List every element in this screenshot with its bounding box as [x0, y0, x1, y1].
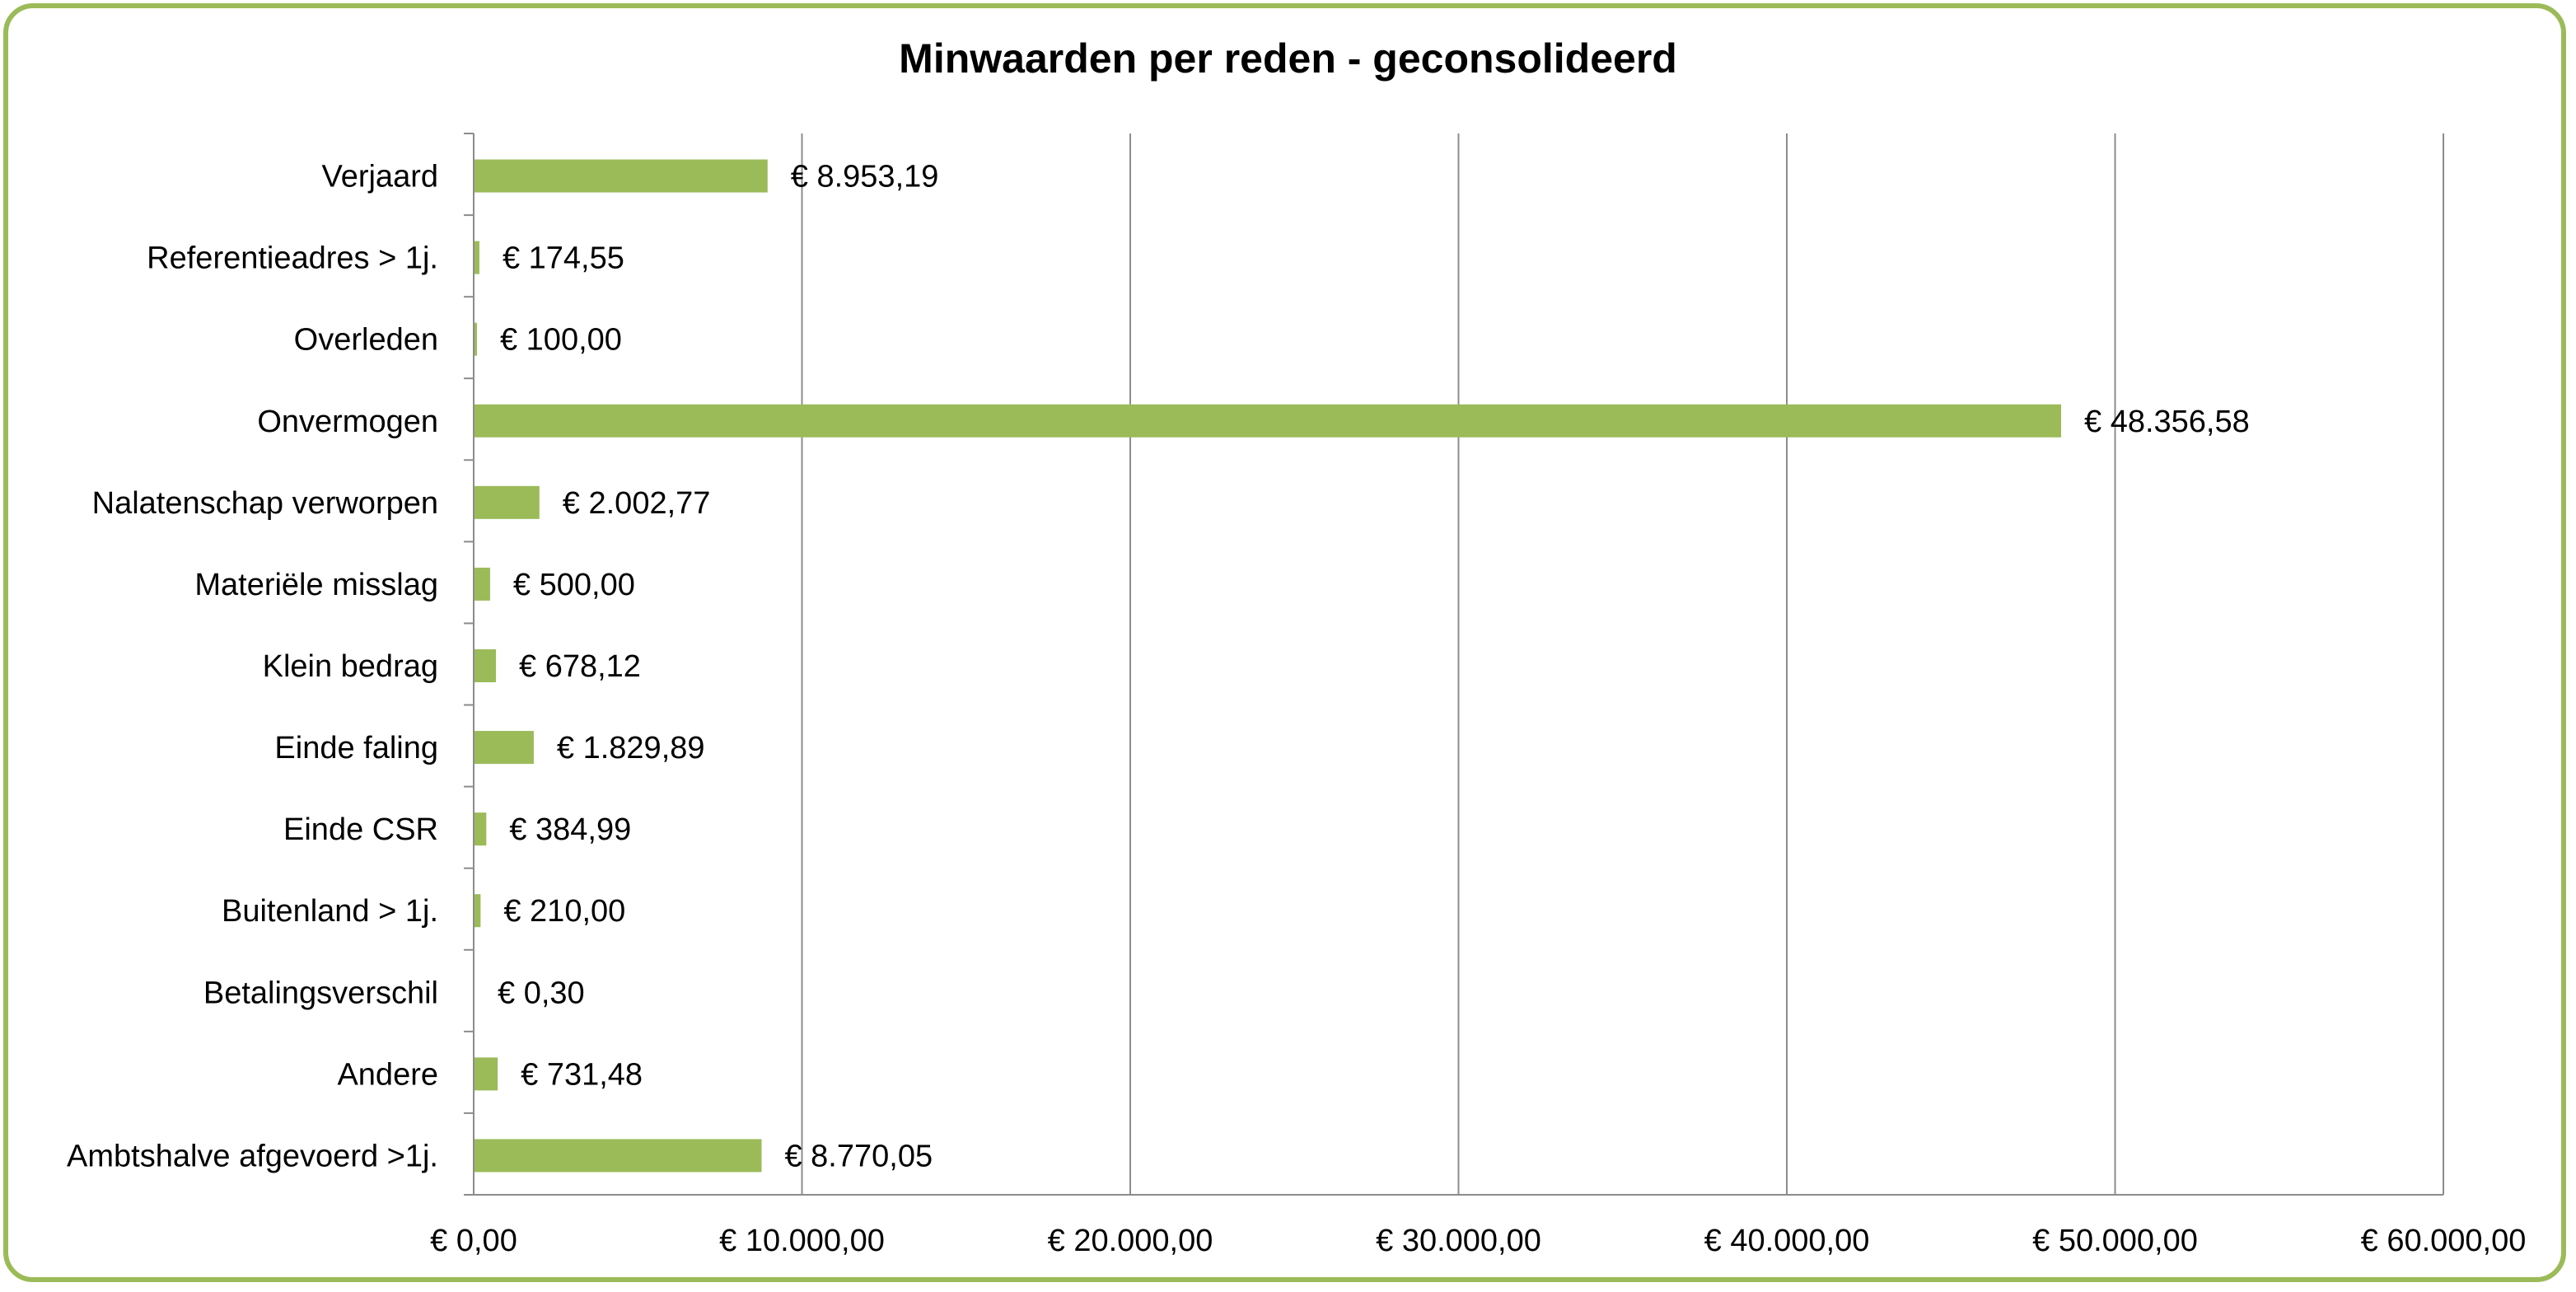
bar	[474, 1057, 498, 1091]
bar	[474, 241, 479, 274]
value-label: € 8.770,05	[784, 1139, 933, 1173]
category-label: Buitenland > 1j.	[222, 894, 438, 929]
value-label: € 210,00	[503, 894, 625, 929]
x-tick-label: € 30.000,00	[1376, 1224, 1541, 1258]
x-tick-label: € 0,00	[430, 1224, 517, 1258]
category-label: Materiële misslag	[194, 568, 438, 602]
x-tick-label: € 20.000,00	[1048, 1224, 1213, 1258]
bar	[474, 649, 497, 682]
category-label: Betalingsverschil	[203, 976, 438, 1010]
value-label: € 174,55	[503, 241, 624, 276]
category-label: Ambtshalve afgevoerd >1j.	[67, 1139, 438, 1173]
category-label: Onvermogen	[257, 405, 438, 439]
bar	[474, 159, 768, 193]
bar	[474, 485, 540, 519]
bar	[474, 322, 477, 356]
x-tick-label: € 40.000,00	[1704, 1224, 1870, 1258]
category-label: Klein bedrag	[263, 649, 438, 684]
bar	[474, 812, 487, 846]
value-label: € 48.356,58	[2084, 405, 2250, 439]
value-label: € 2.002,77	[563, 486, 711, 521]
category-label: Einde faling	[274, 731, 438, 765]
category-label: Overleden	[294, 323, 438, 358]
category-label: Verjaard	[321, 160, 438, 194]
category-label: Einde CSR	[283, 812, 438, 847]
bar	[474, 894, 481, 928]
category-label: Referentieadres > 1j.	[147, 241, 438, 276]
labels: € 0,00 € 10.000,00 € 20.000,00 € 30.000,00 €…	[67, 160, 2526, 1258]
value-label: € 731,48	[521, 1057, 643, 1092]
x-tick-label: € 50.000,00	[2032, 1224, 2198, 1258]
bar	[474, 1139, 762, 1173]
grid-lines	[801, 133, 2444, 1195]
value-label: € 384,99	[509, 812, 631, 847]
category-label: Andere	[337, 1057, 438, 1092]
value-label: € 0,30	[498, 976, 585, 1010]
value-label: € 500,00	[513, 568, 635, 602]
bar	[474, 567, 490, 601]
bars	[474, 159, 2062, 1173]
chart-frame	[3, 3, 2566, 1282]
category-label: Nalatenschap verworpen	[92, 486, 438, 521]
bar	[474, 404, 2062, 438]
value-label: € 1.829,89	[557, 731, 705, 765]
axes	[464, 133, 2443, 1196]
value-label: € 678,12	[519, 649, 641, 684]
value-label: € 8.953,19	[791, 160, 939, 194]
value-label: € 100,00	[500, 323, 622, 358]
x-tick-label: € 10.000,00	[719, 1224, 885, 1258]
chart-title: Minwaarden per reden - geconsolideerd	[899, 35, 1677, 82]
x-tick-label: € 60.000,00	[2361, 1224, 2527, 1258]
bar	[474, 731, 534, 765]
